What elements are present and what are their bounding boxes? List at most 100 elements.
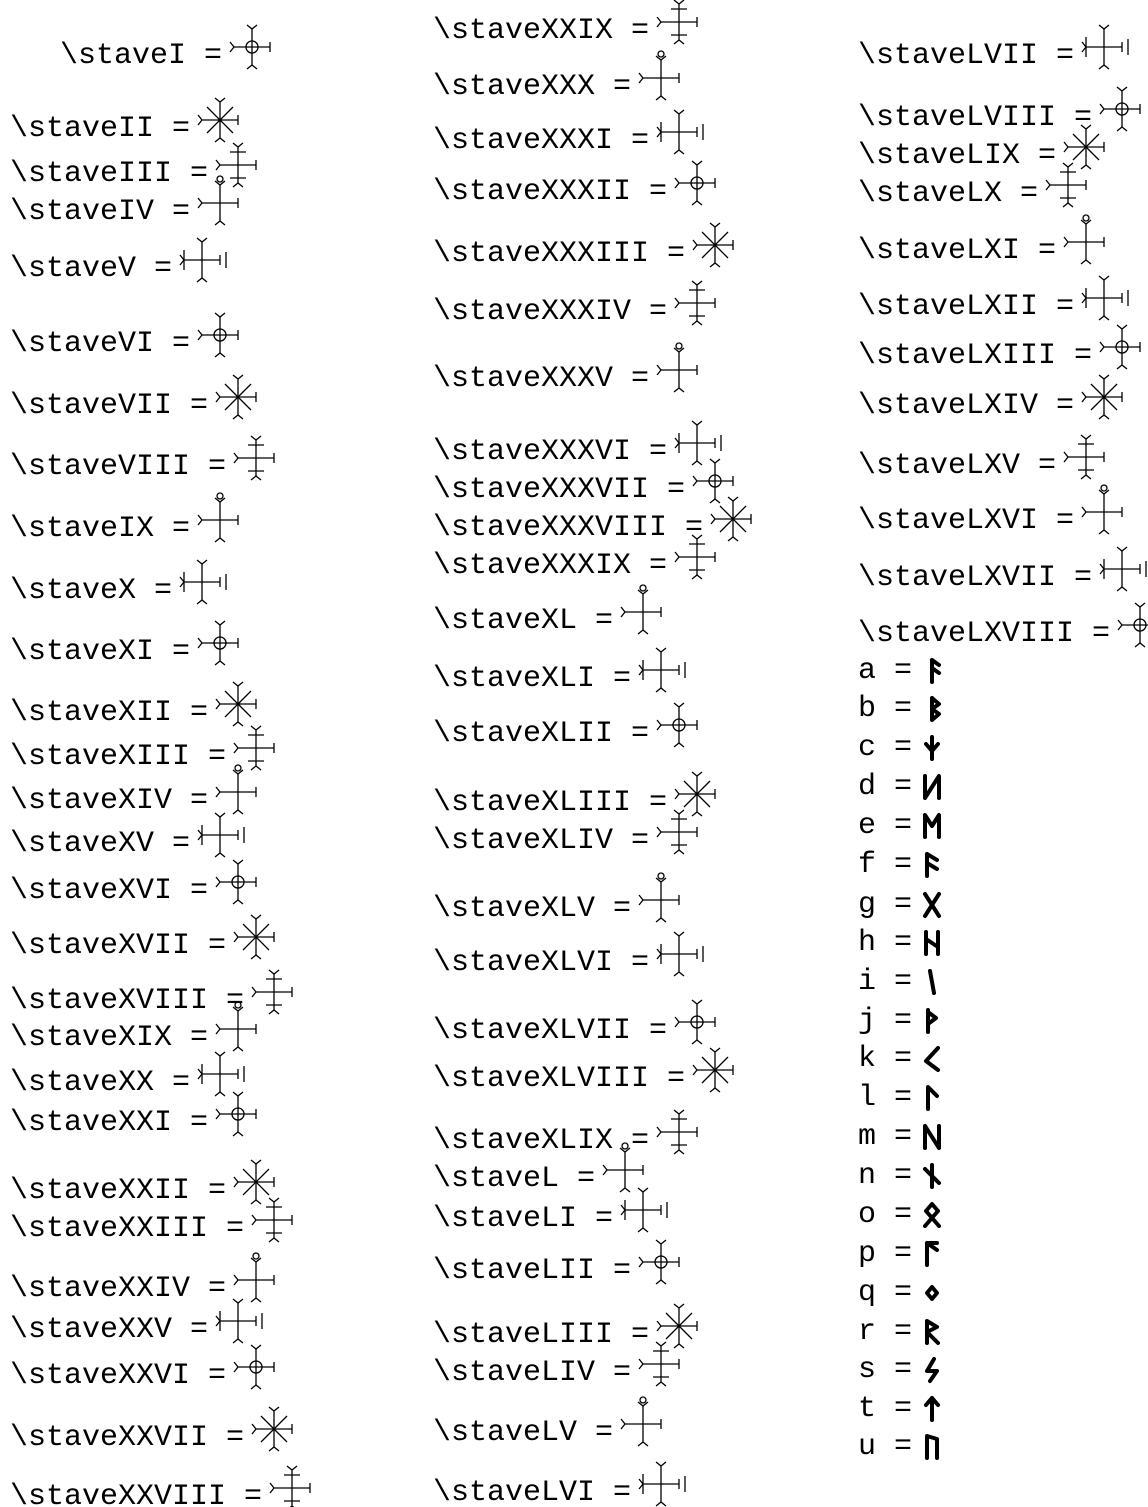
stave-glyph: [1045, 162, 1087, 208]
stave-glyph: [656, 342, 698, 393]
stave-glyph: [638, 1341, 680, 1387]
stave-glyph: [269, 1465, 311, 1507]
stave-label: j =: [858, 1004, 912, 1038]
stave-label: \staveLXIII =: [858, 339, 1092, 373]
stave-label: \staveXXVI =: [10, 1359, 226, 1393]
stave-label: \staveXXX =: [433, 70, 631, 104]
rune-glyph: [923, 892, 941, 918]
stave-glyph: [197, 620, 239, 666]
stave-label: \staveXXXV =: [433, 362, 649, 396]
stave-label: \staveXXV =: [10, 1313, 208, 1347]
stave-label: \staveXIX =: [10, 1021, 208, 1055]
stave-glyph: [1063, 434, 1105, 480]
stave-glyph: [215, 1298, 263, 1344]
rune-glyph: [926, 1008, 938, 1034]
stave-glyph: [674, 771, 716, 817]
stave-label: \staveXLIII =: [433, 786, 667, 820]
stave-label: \staveXXXVII =: [433, 473, 685, 507]
stave-glyph: [197, 97, 239, 143]
stave-label: \staveXV =: [10, 827, 190, 861]
stave-glyph: [229, 24, 271, 70]
stave-glyph: [179, 559, 227, 605]
stave-glyph: [233, 1252, 275, 1303]
stave-glyph: [1099, 86, 1141, 132]
stave-glyph: [674, 999, 716, 1045]
stave-label: \staveXVIII =: [10, 984, 244, 1018]
stave-label: \staveIX =: [10, 512, 190, 546]
rune-glyph: [924, 735, 940, 761]
stave-label: \staveLXI =: [858, 234, 1056, 268]
stave-glyph: [215, 859, 257, 905]
stave-label: \staveXXVII =: [10, 1421, 244, 1455]
stave-label: \staveXXII =: [10, 1174, 226, 1208]
stave-glyph: [197, 812, 245, 858]
stave-label: b =: [858, 692, 912, 726]
stave-glyph: [1081, 275, 1129, 321]
stave-glyph: [1081, 24, 1129, 70]
stave-label: \staveVIII =: [10, 450, 226, 484]
stave-label: \staveXX =: [10, 1066, 190, 1100]
stave-glyph: [602, 1142, 644, 1193]
rune-glyph: [926, 1085, 939, 1111]
stave-label: \staveV =: [10, 252, 172, 286]
stave-label: o =: [858, 1198, 912, 1232]
stave-glyph: [215, 142, 257, 188]
rune-glyph: [924, 1046, 940, 1072]
rune-glyph: [930, 658, 941, 684]
stave-label: m =: [858, 1120, 912, 1154]
stave-label: \staveXXXIX =: [433, 549, 667, 583]
stave-label: \staveXII =: [10, 696, 208, 730]
stave-label: c =: [858, 731, 912, 765]
stave-label: u =: [858, 1430, 912, 1464]
stave-glyph: [656, 931, 704, 977]
stave-label: \staveLIII =: [433, 1318, 649, 1352]
stave-label: \staveVI =: [10, 327, 190, 361]
stave-glyph: [215, 764, 257, 815]
stave-label: \staveLVIII =: [858, 101, 1092, 135]
rune-glyph: [925, 1285, 939, 1301]
stave-glyph: [620, 1396, 662, 1447]
stave-glyph: [215, 1001, 257, 1052]
stave-glyph: [710, 496, 752, 542]
stave-label: \staveXLVI =: [433, 946, 649, 980]
stave-label: \staveVII =: [10, 389, 208, 423]
stave-label: \staveXLII =: [433, 717, 649, 751]
stave-glyph: [638, 1239, 680, 1285]
stave-label: \staveLVI =: [433, 1476, 631, 1507]
stave-label: \staveXLI =: [433, 662, 631, 696]
stave-label: \staveXLIV =: [433, 824, 649, 858]
stave-label: \staveXVII =: [10, 929, 226, 963]
stave-label: \staveLXVII =: [858, 561, 1092, 595]
stave-glyph: [233, 1159, 275, 1205]
rune-glyph: [924, 930, 940, 956]
stave-label: \staveXVI =: [10, 874, 208, 908]
stave-label: a =: [858, 654, 912, 688]
stave-label: k =: [858, 1042, 912, 1076]
stave-label: \staveXLVII =: [433, 1014, 667, 1048]
stave-glyph: [656, 1303, 698, 1349]
stave-glyph: [638, 647, 686, 693]
stave-glyph: [233, 435, 275, 481]
stave-glyph: [656, 1109, 698, 1155]
stave-label: \staveXIV =: [10, 784, 208, 818]
stave-glyph: [251, 969, 293, 1015]
stave-label: \staveLX =: [858, 177, 1038, 211]
stave-label: \staveX =: [10, 574, 172, 608]
stave-label: \staveLI =: [433, 1202, 613, 1236]
stave-label: \staveLIV =: [433, 1356, 631, 1390]
stave-glyph: [233, 914, 275, 960]
stave-label: g =: [858, 888, 912, 922]
stave-label: \staveXXXVIII =: [433, 511, 703, 545]
stave-label: n =: [858, 1159, 912, 1193]
stave-label: \staveXLIX =: [433, 1124, 649, 1158]
rune-glyph: [930, 696, 941, 722]
rune-glyph: [925, 1241, 939, 1267]
stave-label: \staveXXXII =: [433, 175, 667, 209]
stave-glyph: [215, 1091, 257, 1137]
rune-glyph: [928, 969, 936, 995]
stave-label: \staveLIX =: [858, 139, 1056, 173]
stave-label: q =: [858, 1276, 912, 1310]
stave-label: r =: [858, 1315, 912, 1349]
stave-label: \staveLXIV =: [858, 389, 1074, 423]
